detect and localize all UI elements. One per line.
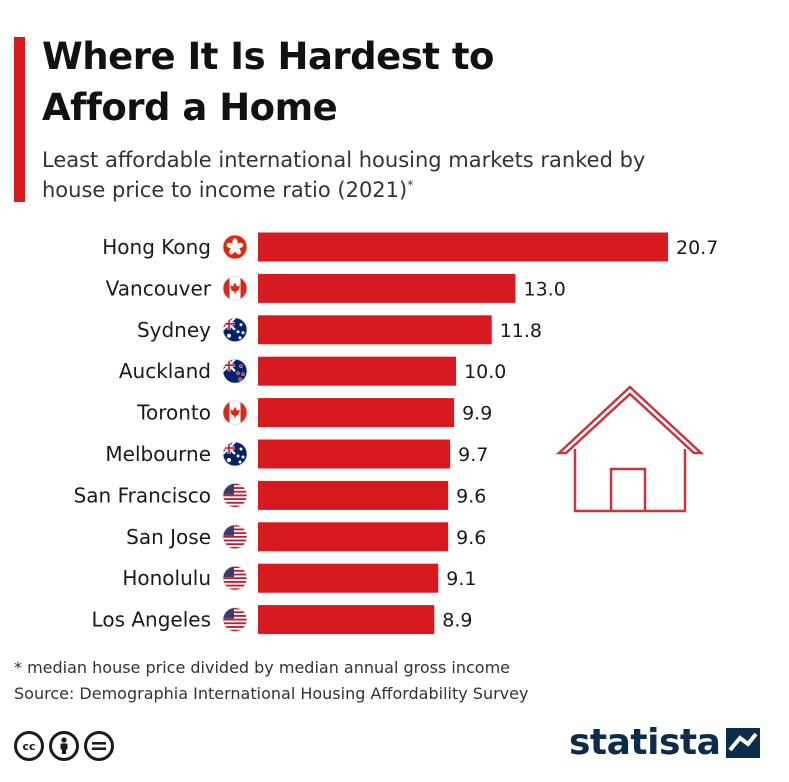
australia-flag-icon [222,317,248,343]
bar [258,522,449,552]
bar-row: Los Angeles 8.9 [92,605,472,635]
subtitle-footnote-mark: * [407,178,414,192]
bar-row: Auckland 10.0 [119,356,506,386]
australia-flag-icon [222,441,248,467]
bar [258,439,451,469]
bar-row: Hong Kong 20.7 [102,232,718,262]
usa-flag-icon [222,524,248,550]
bar-row: San Francisco 9.6 [74,480,486,510]
cc-icon[interactable]: cc [14,731,44,761]
statista-mark-icon [726,727,761,758]
new-zealand-flag-icon [222,358,248,384]
bar-row: Sydney 11.8 [137,315,542,345]
canada-flag-icon [222,400,248,426]
value-label: 9.7 [458,444,488,466]
value-label: 9.1 [446,568,476,590]
bar [258,315,492,345]
house-icon [555,385,705,513]
accent-bar [14,37,25,202]
bar [258,356,457,386]
bar [258,398,455,428]
attribution-icon[interactable] [49,731,79,761]
category-label: Sydney [137,318,211,342]
bar-row: Vancouver 13.0 [106,273,566,303]
category-label: San Francisco [74,483,211,507]
hong-kong-flag-icon [222,234,248,260]
bar [258,480,449,510]
brand-logo[interactable]: statista [569,722,761,763]
chart-title: Where It Is Hardest to Afford a Home [42,35,494,129]
chart-subtitle: Least affordable international housing m… [42,145,682,205]
category-label: Hong Kong [102,235,211,259]
usa-flag-icon [222,482,248,508]
bar [258,563,439,593]
value-label: 10.0 [464,361,506,383]
footnote: * median house price divided by median a… [14,658,511,677]
no-derivatives-icon[interactable] [84,731,114,761]
value-label: 8.9 [442,610,472,632]
bar-chart: Hong Kong 20.7 Vancouver 13.0 Sydney 11.8 Auck… [74,232,718,635]
category-label: Toronto [136,401,211,425]
bar-row: San Jose 9.6 [126,522,486,552]
value-label: 9.9 [462,403,492,425]
bar [258,232,668,262]
category-label: Melbourne [105,442,211,466]
value-label: 20.7 [676,237,718,259]
value-label: 11.8 [500,320,542,342]
value-label: 9.6 [456,485,486,507]
category-label: Auckland [119,359,211,383]
brand-name: statista [569,722,721,763]
value-label: 13.0 [523,278,565,300]
usa-flag-icon [222,607,248,632]
category-label: Vancouver [106,276,212,300]
category-label: San Jose [126,525,211,549]
subtitle-text: Least affordable international housing m… [42,148,646,202]
value-label: 9.6 [456,527,486,549]
license-icons: cc [14,731,114,761]
category-label: Los Angeles [92,608,211,632]
bar-row: Honolulu 9.1 [122,563,476,593]
usa-flag-icon [222,565,248,591]
bar-row: Melbourne 9.7 [105,439,488,469]
bar [258,605,435,635]
canada-flag-icon [222,275,248,301]
bar-row: Toronto 9.9 [136,398,492,428]
bar [258,273,516,303]
category-label: Honolulu [122,566,211,590]
source-note: Source: Demographia International Housin… [14,684,529,703]
